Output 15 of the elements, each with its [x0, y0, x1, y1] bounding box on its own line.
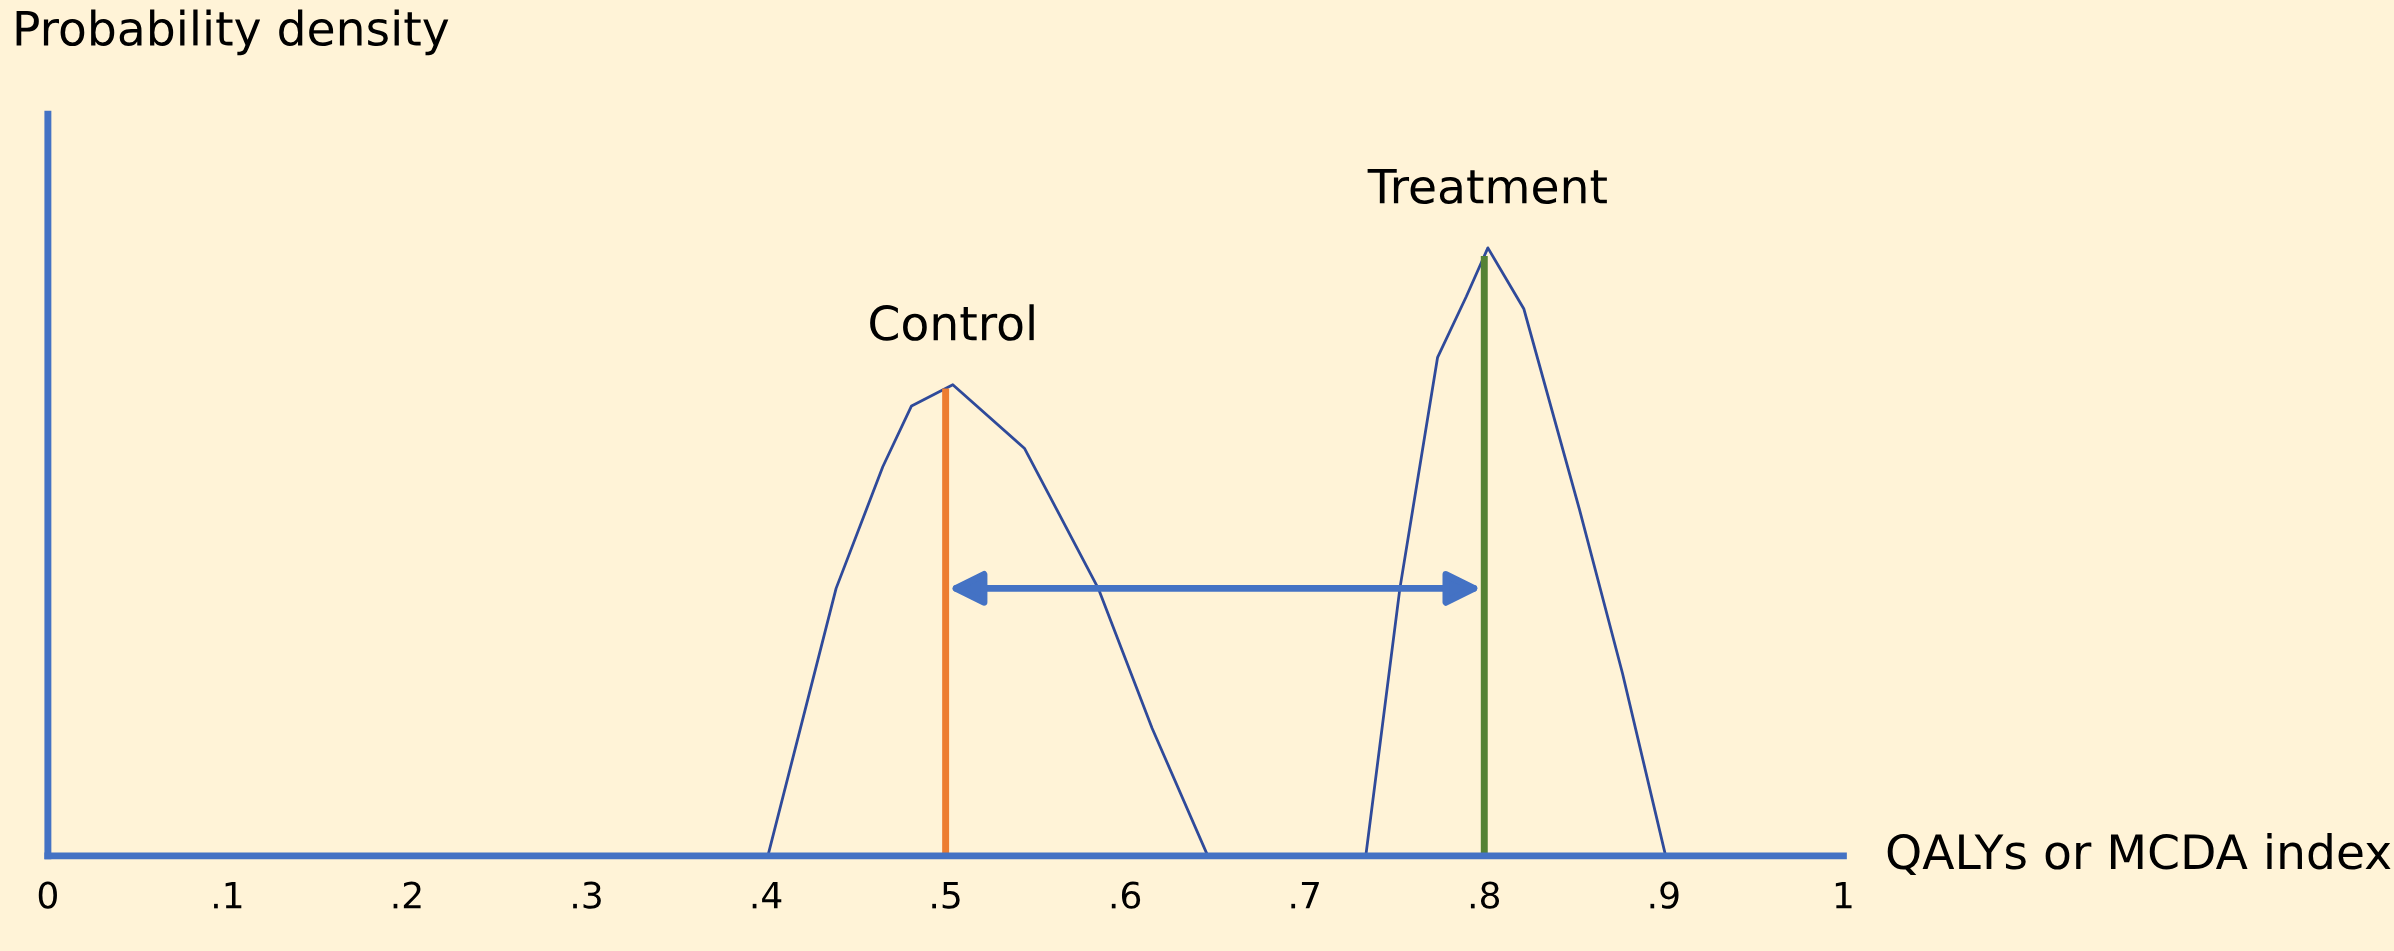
series-label: Treatment	[1367, 168, 1607, 205]
x-tick-label: .7	[1291, 882, 1319, 909]
x-tick-label: .1	[214, 882, 242, 909]
x-tick-label: .3	[573, 881, 601, 909]
y-axis-title: Probability density	[16, 9, 449, 56]
series-label: Control	[870, 304, 1034, 341]
x-tick-label: .6	[1111, 881, 1141, 909]
x-tick-label: .8	[1470, 881, 1500, 909]
x-tick-label: .9	[1650, 881, 1679, 909]
x-tick-label: .2	[393, 881, 421, 909]
x-tick-label: 0	[38, 881, 57, 909]
x-tick-label: .4	[752, 882, 782, 909]
x-tick-label: .5	[932, 882, 960, 909]
x-axis-title: QALYs or MCDA index	[1887, 833, 2391, 876]
x-tick-label: 1	[1835, 882, 1852, 909]
